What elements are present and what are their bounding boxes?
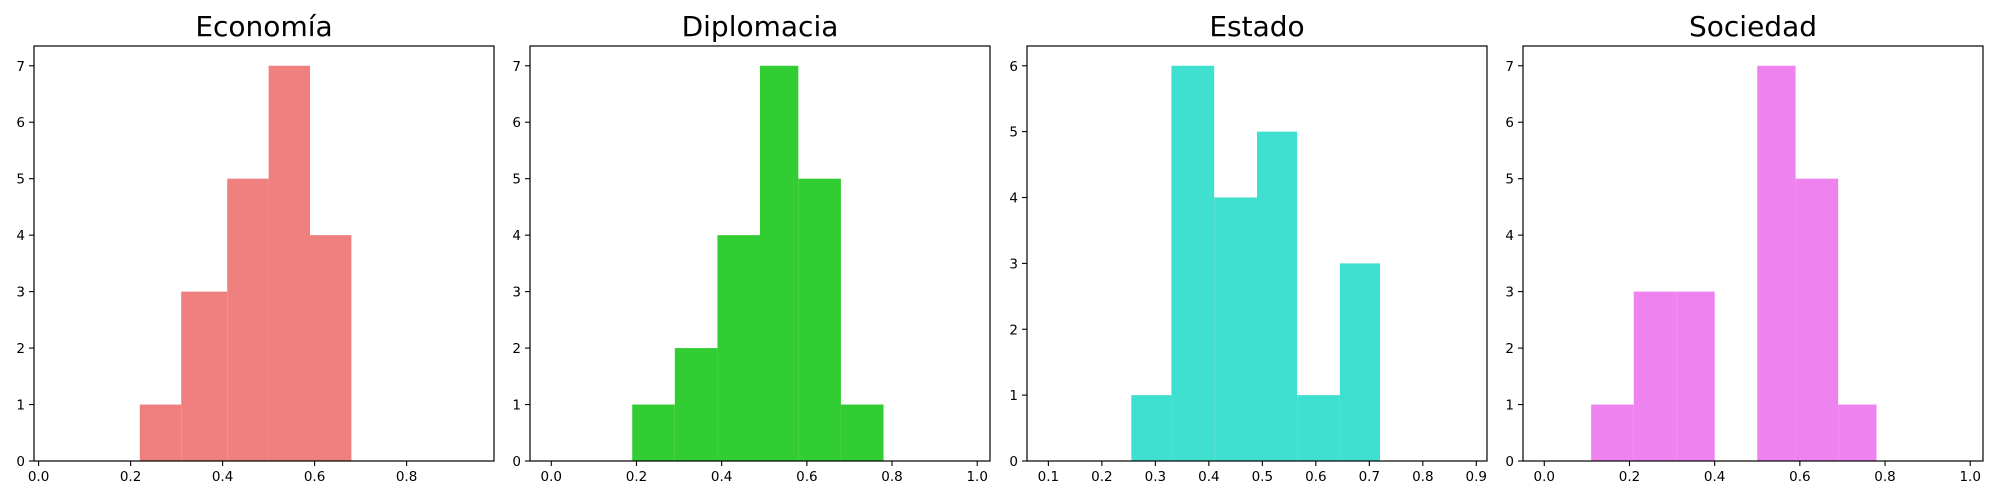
x-tick-label: 0.2 xyxy=(1619,469,1640,485)
x-tick-label: 0.8 xyxy=(396,469,417,485)
y-tick-label: 5 xyxy=(512,172,521,188)
x-tick-label: 0.0 xyxy=(28,469,49,485)
y-tick-label: 5 xyxy=(1009,125,1018,141)
x-tick-label: 0.4 xyxy=(711,469,732,485)
x-tick-label: 0.8 xyxy=(1412,469,1433,485)
x-tick-label: 0.6 xyxy=(796,469,817,485)
y-tick-label: 6 xyxy=(1009,59,1018,75)
histogram-bar xyxy=(1676,291,1715,461)
y-tick-label: 7 xyxy=(512,59,521,75)
x-tick-label: 0.5 xyxy=(1252,469,1273,485)
histogram-panel-2: Diplomacia 0.0 0.2 0.4 0.6 0.8 1.0 0 1 2 3 4 5 6 7 xyxy=(512,10,991,485)
y-tick-label: 5 xyxy=(1505,172,1514,188)
x-tick-label: 0.7 xyxy=(1359,469,1380,485)
plot-frame xyxy=(529,45,991,462)
histogram-bar xyxy=(1339,263,1381,461)
y-tick-label: 6 xyxy=(512,115,521,131)
histogram-bar xyxy=(1297,395,1340,461)
x-tick-label: 0.4 xyxy=(212,469,233,485)
y-tick-label: 4 xyxy=(512,228,521,244)
panel-title: Sociedad xyxy=(1689,10,1817,43)
histogram-bar xyxy=(268,65,310,461)
y-tick-label: 4 xyxy=(16,228,25,244)
histogram-bar xyxy=(674,348,718,461)
x-tick-label: 1.0 xyxy=(966,469,987,485)
y-tick-label: 3 xyxy=(512,285,521,301)
panel-title: Diplomacia xyxy=(682,10,839,43)
x-tick-label: 0.8 xyxy=(881,469,902,485)
histogram-bar xyxy=(760,65,799,461)
histogram-bar xyxy=(1131,395,1172,461)
y-tick-label: 1 xyxy=(1009,388,1018,404)
x-tick-label: 0.6 xyxy=(1789,469,1810,485)
y-tick-label: 3 xyxy=(1009,256,1018,272)
x-tick-label: 0.0 xyxy=(1534,469,1555,485)
histogram-bar xyxy=(1171,65,1215,461)
histogram-bar xyxy=(1214,197,1257,461)
x-tick-label: 0.6 xyxy=(304,469,325,485)
x-tick-label: 0.4 xyxy=(1704,469,1725,485)
y-tick-label: 2 xyxy=(1009,322,1018,338)
histogram-bar xyxy=(1257,131,1298,461)
histogram-bar xyxy=(1795,178,1839,461)
y-tick-label: 2 xyxy=(512,341,521,357)
y-tick-label: 7 xyxy=(16,59,25,75)
histogram-bar xyxy=(1838,404,1877,461)
x-tick-label: 0.4 xyxy=(1198,469,1219,485)
y-tick-label: 2 xyxy=(1505,341,1514,357)
y-tick-label: 3 xyxy=(1505,285,1514,301)
histogram-bar xyxy=(840,404,884,461)
y-tick-label: 0 xyxy=(512,454,521,470)
histogram-bar xyxy=(1633,291,1677,461)
histogram-bar xyxy=(310,235,352,461)
y-tick-label: 0 xyxy=(16,454,25,470)
x-tick-label: 0.3 xyxy=(1145,469,1166,485)
y-tick-label: 4 xyxy=(1505,228,1514,244)
histogram-bar xyxy=(798,178,841,461)
histogram-panel-4: Sociedad 0.0 0.2 0.4 0.6 0.8 1.0 0 1 2 3 4 5 6 7 xyxy=(1505,10,1984,485)
y-tick-label: 0 xyxy=(1009,454,1018,470)
y-tick-label: 1 xyxy=(16,398,25,414)
x-tick-label: 0.2 xyxy=(1091,469,1112,485)
y-tick-label: 7 xyxy=(1505,59,1514,75)
y-tick-label: 2 xyxy=(16,341,25,357)
y-tick-label: 0 xyxy=(1505,454,1514,470)
panel-title: Economía xyxy=(195,10,332,43)
histogram-panel-1: Economía 0.0 0.2 0.4 0.6 0.8 0 1 2 3 4 5 6 7 xyxy=(16,10,495,485)
y-tick-label: 4 xyxy=(1009,191,1018,207)
histogram-bar xyxy=(1757,65,1796,461)
x-tick-label: 0.2 xyxy=(626,469,647,485)
plot-frame xyxy=(1522,45,1984,462)
y-tick-label: 6 xyxy=(1505,115,1514,131)
histogram-bar xyxy=(227,178,269,461)
y-tick-label: 3 xyxy=(16,285,25,301)
histogram-bar xyxy=(181,291,228,461)
x-tick-label: 0.2 xyxy=(120,469,141,485)
x-tick-label: 0.0 xyxy=(541,469,562,485)
histogram-panel-3: Estado 0.1 0.2 0.3 0.4 0.5 0.6 0.7 0.8 0.9 0 1 2 3 4 5 6 xyxy=(1009,10,1488,485)
histogram-bar xyxy=(717,235,760,461)
y-tick-label: 5 xyxy=(16,172,25,188)
x-tick-label: 0.6 xyxy=(1305,469,1326,485)
y-tick-label: 6 xyxy=(16,115,25,131)
plot-frame xyxy=(33,45,495,462)
x-tick-label: 0.8 xyxy=(1874,469,1895,485)
plot-frame xyxy=(1026,45,1488,462)
y-tick-label: 1 xyxy=(1505,398,1514,414)
x-tick-label: 0.9 xyxy=(1466,469,1487,485)
x-tick-label: 0.1 xyxy=(1038,469,1059,485)
y-tick-label: 1 xyxy=(512,398,521,414)
histogram-bar xyxy=(139,404,182,461)
histogram-bar xyxy=(632,404,675,461)
x-tick-label: 1.0 xyxy=(1959,469,1980,485)
histogram-bar xyxy=(1591,404,1634,461)
panel-title: Estado xyxy=(1209,10,1304,43)
